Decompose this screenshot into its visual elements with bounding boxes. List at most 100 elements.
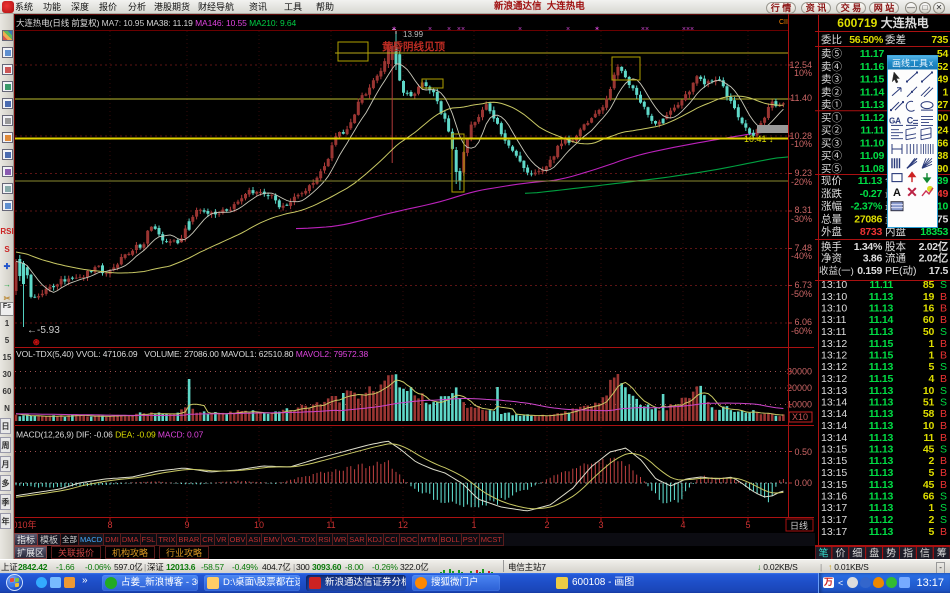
svg-text:B: B: [940, 408, 947, 420]
svg-text:S: S: [940, 326, 947, 338]
svg-text:11.13: 11.13: [869, 397, 894, 409]
svg-text:13:14: 13:14: [821, 397, 847, 409]
svg-text:××: ××: [457, 26, 465, 33]
svg-text:××: ××: [641, 26, 649, 33]
svg-text:换手: 换手: [821, 240, 842, 253]
svg-text:11.16: 11.16: [860, 61, 885, 73]
svg-text:13:15: 13:15: [821, 467, 847, 479]
svg-text:筹: 筹: [937, 547, 947, 560]
svg-text:11.13: 11.13: [869, 502, 894, 514]
svg-text:56.50%: 56.50%: [849, 34, 884, 46]
svg-text:7.48: 7.48: [794, 243, 812, 253]
svg-text:×: ×: [566, 26, 570, 33]
svg-text:-10%: -10%: [791, 139, 812, 149]
svg-text:信: 信: [920, 548, 930, 560]
svg-text:11.14: 11.14: [860, 86, 885, 98]
svg-text:10000: 10000: [787, 400, 812, 410]
svg-text:11.13: 11.13: [858, 175, 883, 187]
svg-text:S: S: [940, 444, 947, 456]
svg-text:笔: 笔: [819, 547, 829, 560]
svg-text:54: 54: [937, 48, 949, 60]
svg-text:C: C: [907, 115, 914, 125]
svg-text:16: 16: [923, 303, 935, 315]
svg-text:×××: ×××: [682, 26, 694, 33]
svg-text:735: 735: [931, 34, 948, 46]
svg-text:1: 1: [471, 520, 476, 530]
svg-text:8: 8: [107, 520, 112, 530]
svg-text:S: S: [940, 514, 947, 526]
svg-text:1: 1: [928, 338, 934, 350]
svg-text:×: ×: [518, 26, 522, 33]
svg-text:收益(一): 收益(一): [819, 265, 854, 277]
svg-text:12.54: 12.54: [789, 60, 812, 70]
svg-text:流通: 流通: [885, 251, 906, 264]
svg-text:5: 5: [745, 520, 750, 530]
svg-text:S: S: [940, 502, 947, 514]
svg-text:VOL-TDX(5,40) VVOL: 47106.09: VOL-TDX(5,40) VVOL: 47106.09 VOLUME: 270…: [16, 349, 368, 359]
svg-text:58: 58: [923, 408, 935, 420]
svg-text:20000: 20000: [787, 383, 812, 393]
svg-text:8.31: 8.31: [794, 205, 812, 215]
svg-text:17.5: 17.5: [929, 265, 949, 277]
svg-text:B: B: [940, 420, 947, 432]
svg-text:大连热电(日线 前复权) MA7: 10.95 MA38:: 大连热电(日线 前复权) MA7: 10.95 MA38: 11.19 MA14…: [16, 18, 297, 28]
svg-text:13:15: 13:15: [821, 455, 847, 467]
svg-text:11.13: 11.13: [869, 326, 894, 338]
svg-text:66: 66: [937, 137, 949, 149]
svg-text:x: x: [929, 59, 933, 68]
svg-text:11.11: 11.11: [860, 125, 884, 137]
svg-text:2010年: 2010年: [14, 519, 37, 530]
svg-text:4: 4: [928, 373, 934, 385]
svg-text:G̴А: G̴А: [889, 116, 901, 125]
svg-text:11.15: 11.15: [860, 74, 885, 86]
svg-text:×: ×: [428, 26, 432, 33]
svg-text:S: S: [940, 491, 947, 503]
svg-text:11.13: 11.13: [869, 455, 894, 467]
svg-text:MACD(12,26,9) DIF: -0.06 DEA:: MACD(12,26,9) DIF: -0.06 DEA: -0.09 MACD…: [16, 430, 204, 440]
svg-text:11.13: 11.13: [869, 361, 894, 373]
svg-text:13:17: 13:17: [821, 502, 847, 514]
svg-text:27086: 27086: [854, 213, 882, 225]
svg-text:13:10: 13:10: [821, 279, 847, 291]
svg-text:11.08: 11.08: [860, 163, 885, 175]
svg-text:10%: 10%: [794, 68, 812, 78]
svg-text:股本: 股本: [885, 240, 906, 253]
svg-text:1.34%: 1.34%: [854, 241, 883, 253]
svg-text:卖②: 卖②: [821, 86, 842, 98]
svg-text:1: 1: [928, 350, 934, 362]
svg-text:2.02亿: 2.02亿: [919, 251, 949, 264]
svg-text:66: 66: [923, 491, 935, 503]
svg-text:10: 10: [923, 420, 935, 432]
svg-text:90: 90: [937, 163, 949, 175]
svg-text:27: 27: [937, 99, 949, 111]
svg-text:11.13: 11.13: [869, 420, 894, 432]
svg-text:11.13: 11.13: [869, 526, 894, 538]
svg-text:11.13: 11.13: [869, 467, 894, 479]
svg-text:S: S: [940, 279, 947, 291]
svg-text:卖①: 卖①: [821, 99, 842, 111]
svg-text:13:14: 13:14: [821, 408, 847, 420]
svg-text:11.14: 11.14: [869, 314, 894, 326]
svg-text:×: ×: [447, 26, 451, 33]
svg-text:19: 19: [923, 291, 935, 303]
svg-text:3: 3: [598, 520, 603, 530]
svg-text:-30%: -30%: [791, 214, 812, 224]
svg-text:12: 12: [398, 520, 408, 530]
svg-text:0.159: 0.159: [857, 265, 882, 277]
svg-text:49: 49: [937, 74, 949, 86]
svg-text:11.13: 11.13: [869, 444, 894, 456]
svg-text:B: B: [940, 373, 947, 385]
svg-text:细: 细: [852, 547, 862, 560]
svg-text:13:16: 13:16: [821, 491, 847, 503]
svg-text:5: 5: [928, 526, 934, 538]
svg-text:9: 9: [184, 520, 189, 530]
svg-text:10: 10: [923, 385, 935, 397]
svg-text:卖④: 卖④: [821, 61, 842, 73]
svg-text:6.06: 6.06: [794, 317, 812, 327]
svg-text:0.00: 0.00: [794, 478, 812, 488]
svg-text:13.99: 13.99: [403, 30, 424, 39]
svg-text:-40%: -40%: [791, 251, 812, 261]
svg-text:B: B: [940, 526, 947, 538]
svg-text:13:13: 13:13: [821, 385, 847, 397]
svg-text:50: 50: [923, 326, 935, 338]
